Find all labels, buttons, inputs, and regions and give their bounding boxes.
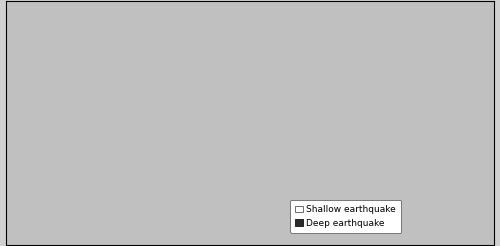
Legend: Shallow earthquake, Deep earthquake: Shallow earthquake, Deep earthquake xyxy=(290,200,402,233)
